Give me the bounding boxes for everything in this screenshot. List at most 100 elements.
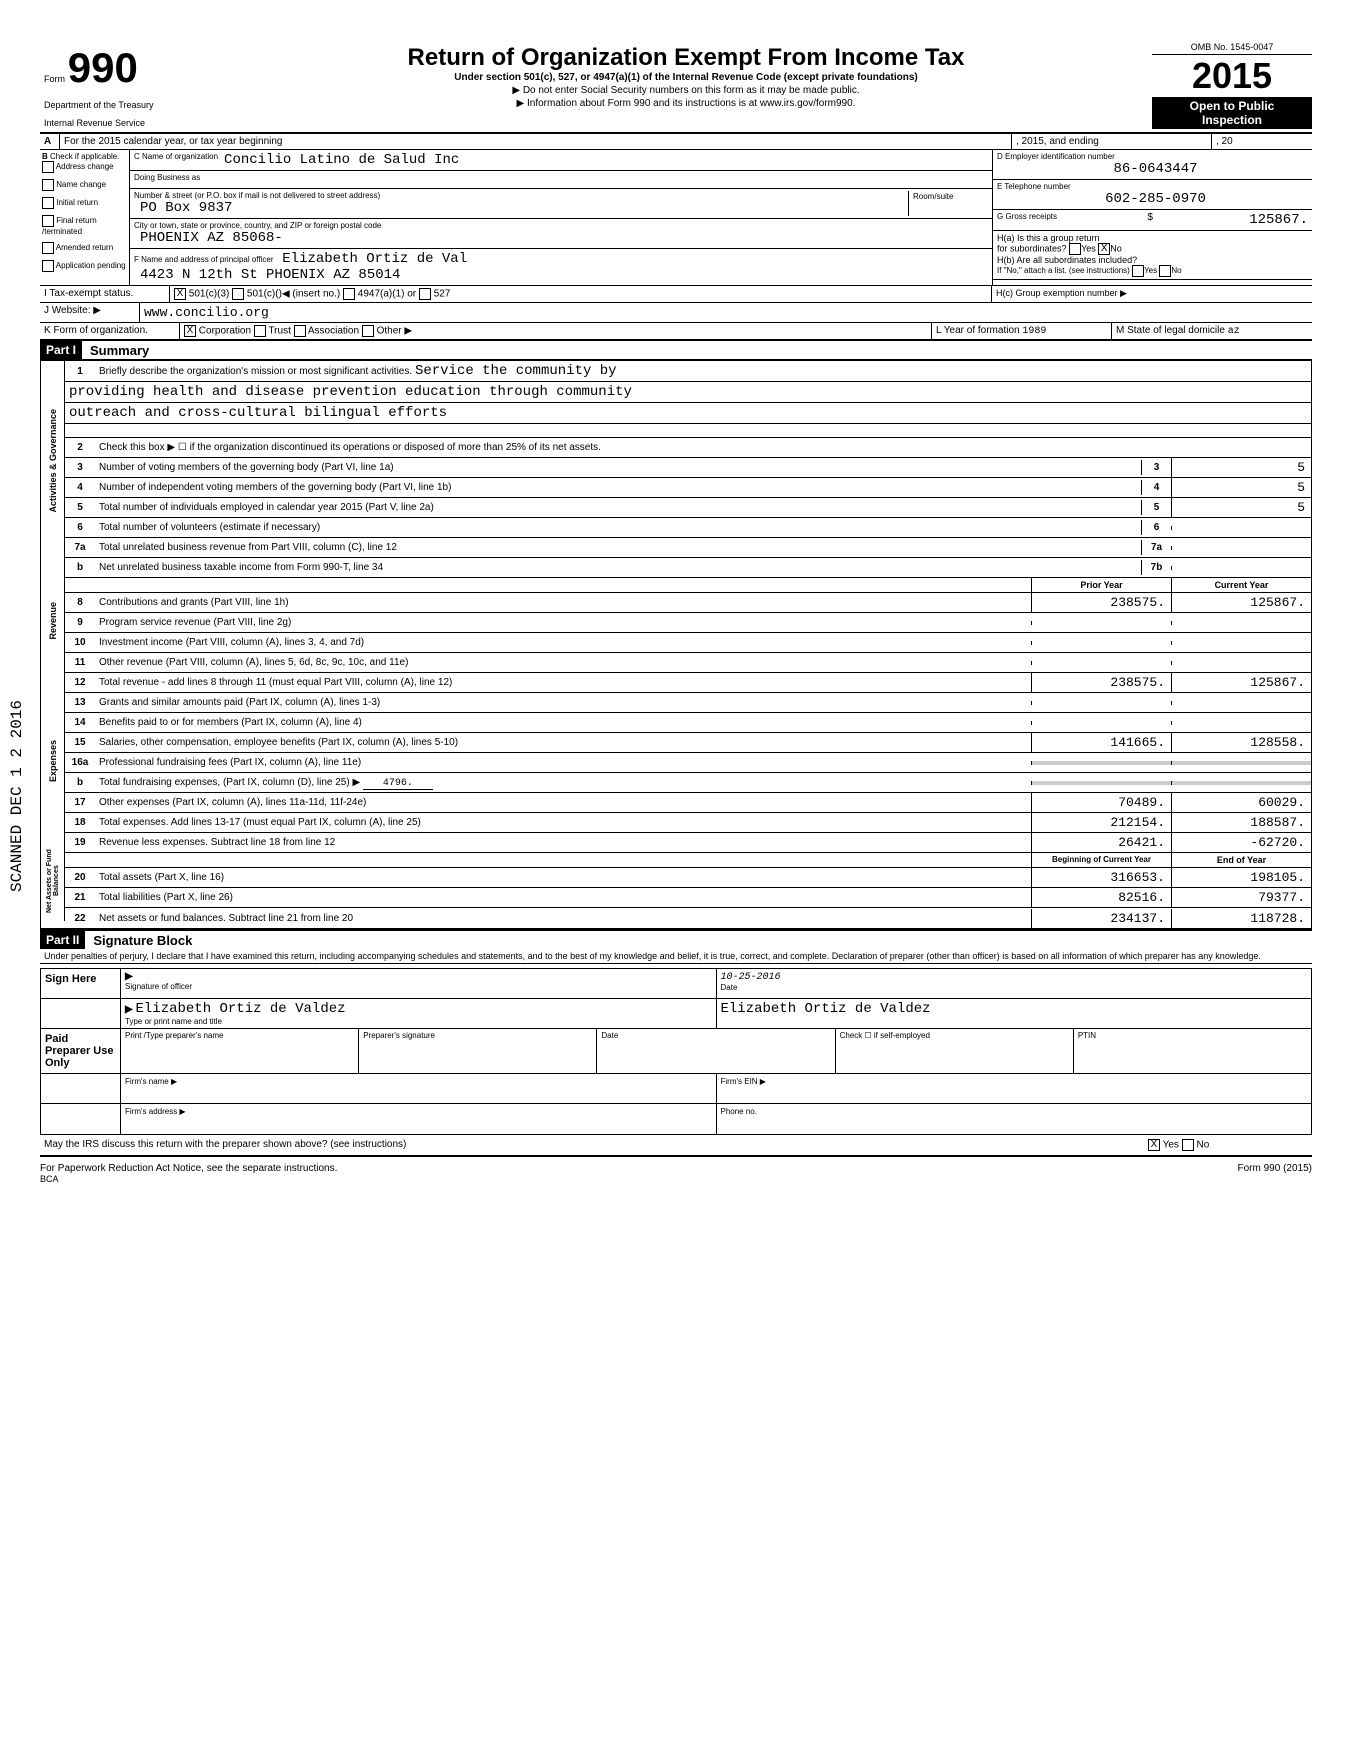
- hb-no: No: [1171, 266, 1181, 275]
- opt-527: 527: [434, 289, 451, 300]
- ein-label: D Employer identification number: [997, 152, 1308, 161]
- form-org-label: K Form of organization.: [44, 325, 148, 336]
- paid-prep-label: Paid Preparer Use Only: [41, 1029, 121, 1073]
- checkbox-final[interactable]: [42, 215, 54, 227]
- omb-number: OMB No. 1545-0047: [1152, 40, 1312, 55]
- checkbox-amended[interactable]: [42, 242, 54, 254]
- line12-text: Total revenue - add lines 8 through 11 (…: [95, 675, 1031, 690]
- discuss-no-checkbox[interactable]: [1182, 1139, 1194, 1151]
- eoy-head: End of Year: [1171, 853, 1311, 867]
- section-b-label: B: [42, 152, 48, 161]
- checkbox-name-change[interactable]: [42, 179, 54, 191]
- line12-py: 238575.: [1031, 673, 1171, 692]
- assoc-checkbox[interactable]: [294, 325, 306, 337]
- initial-label: Initial return: [56, 198, 98, 207]
- checkbox-initial[interactable]: [42, 197, 54, 209]
- hb-label: H(b) Are all subordinates included?: [997, 255, 1137, 265]
- trust-label: Trust: [268, 326, 290, 337]
- city-label: City or town, state or province, country…: [134, 221, 988, 230]
- opt-501c3: 501(c)(3): [189, 289, 230, 300]
- corp-checkbox[interactable]: X: [184, 325, 196, 337]
- phone-label: E Telephone number: [997, 182, 1308, 191]
- hb-yes-checkbox[interactable]: [1132, 265, 1144, 277]
- line13-text: Grants and similar amounts paid (Part IX…: [95, 695, 1031, 710]
- ha-yes-checkbox[interactable]: [1069, 243, 1081, 255]
- other-label: Other ▶: [377, 326, 412, 337]
- form-instr2: ▶ Information about Form 990 and its ins…: [228, 98, 1144, 109]
- line21-cy: 79377.: [1171, 888, 1311, 907]
- line-j-k-l: J Website: ▶ www.concilio.org: [40, 303, 1312, 323]
- firm-name-label: Firm's name ▶: [125, 1077, 177, 1086]
- line2-text: Check this box ▶ ☐ if the organization d…: [95, 440, 1311, 455]
- trust-checkbox[interactable]: [254, 325, 266, 337]
- 501c3-checkbox[interactable]: X: [174, 288, 186, 300]
- discuss-row: May the IRS discuss this return with the…: [40, 1135, 1312, 1157]
- self-employed-label: Check ☐ if self-employed: [840, 1031, 1069, 1040]
- opt-4947: 4947(a)(1) or: [358, 289, 416, 300]
- line16b-text: Total fundraising expenses, (Part IX, co…: [99, 777, 360, 788]
- line18-cy: 188587.: [1171, 813, 1311, 832]
- line6-text: Total number of volunteers (estimate if …: [95, 520, 1141, 535]
- ein-value: 86-0643447: [1003, 161, 1308, 177]
- line7a-val: [1171, 546, 1311, 550]
- line18-text: Total expenses. Add lines 13-17 (must eq…: [95, 815, 1031, 830]
- line7b-val: [1171, 566, 1311, 570]
- hb-no-checkbox[interactable]: [1159, 265, 1171, 277]
- line1-blank: [65, 424, 1311, 438]
- discuss-yes-checkbox[interactable]: X: [1148, 1139, 1160, 1151]
- entity-info-block: B Check if applicable. Address change Na…: [40, 150, 1312, 286]
- checkbox-address-change[interactable]: [42, 161, 54, 173]
- name-change-label: Name change: [56, 180, 106, 189]
- print-name-label: Print /Type preparer's name: [125, 1031, 354, 1040]
- line12-cy: 125867.: [1171, 673, 1311, 692]
- line18-py: 212154.: [1031, 813, 1171, 832]
- line3-text: Number of voting members of the governin…: [95, 460, 1141, 475]
- officer-title: Elizabeth Ortiz de Valdez: [717, 999, 1312, 1028]
- form-instr1: ▶ Do not enter Social Security numbers o…: [228, 85, 1144, 96]
- ptin-label: PTIN: [1078, 1031, 1307, 1040]
- line21-py: 82516.: [1031, 888, 1171, 907]
- opt-501c: 501(c)(: [247, 289, 279, 300]
- year-formation: 1989: [1022, 326, 1046, 337]
- line9-cy: [1171, 621, 1311, 625]
- line14-cy: [1171, 721, 1311, 725]
- addr-value: PO Box 9837: [140, 200, 908, 216]
- sig-officer-label: Signature of officer: [125, 982, 712, 991]
- line-a: A For the 2015 calendar year, or tax yea…: [40, 134, 1312, 150]
- ha-yes: Yes: [1081, 243, 1096, 253]
- ha-no-checkbox[interactable]: X: [1098, 243, 1110, 255]
- 4947-checkbox[interactable]: [343, 288, 355, 300]
- 501c-checkbox[interactable]: [232, 288, 244, 300]
- part2-title: Signature Block: [93, 933, 192, 948]
- line16b-val: 4796.: [363, 778, 433, 790]
- form-number: 990: [68, 44, 138, 91]
- state-label: M State of legal domicile: [1116, 325, 1225, 336]
- line21-text: Total liabilities (Part X, line 26): [95, 890, 1031, 905]
- perjury-text: Under penalties of perjury, I declare th…: [40, 949, 1312, 964]
- sign-here-label: Sign Here: [45, 973, 116, 985]
- hb-yes: Yes: [1144, 266, 1157, 275]
- other-checkbox[interactable]: [362, 325, 374, 337]
- firm-phone-label: Phone no.: [721, 1107, 757, 1116]
- discuss-no: No: [1197, 1140, 1210, 1151]
- line15-text: Salaries, other compensation, employee b…: [95, 735, 1031, 750]
- line17-cy: 60029.: [1171, 793, 1311, 812]
- prior-year-head: Prior Year: [1031, 578, 1171, 592]
- name-label: C Name of organization: [134, 152, 218, 168]
- line13-cy: [1171, 701, 1311, 705]
- line20-text: Total assets (Part X, line 16): [95, 870, 1031, 885]
- hb-note: If "No," attach a list. (see instruction…: [997, 266, 1130, 275]
- line19-py: 26421.: [1031, 833, 1171, 852]
- line22-cy: 118728.: [1171, 909, 1311, 928]
- line19-text: Revenue less expenses. Subtract line 18 …: [95, 835, 1031, 850]
- 527-checkbox[interactable]: [419, 288, 431, 300]
- website-label: J Website: ▶: [44, 305, 101, 316]
- line-a-yearend: , 20: [1216, 136, 1233, 147]
- website-value: www.concilio.org: [144, 305, 269, 320]
- side-netassets: Net Assets or Fund Balances: [46, 841, 60, 921]
- checkbox-pending[interactable]: [42, 260, 54, 272]
- part1-header: Part I: [40, 341, 82, 359]
- boc-head: Beginning of Current Year: [1031, 853, 1171, 867]
- line5-val: 5: [1171, 498, 1311, 517]
- tax-year: 2015: [1152, 55, 1312, 97]
